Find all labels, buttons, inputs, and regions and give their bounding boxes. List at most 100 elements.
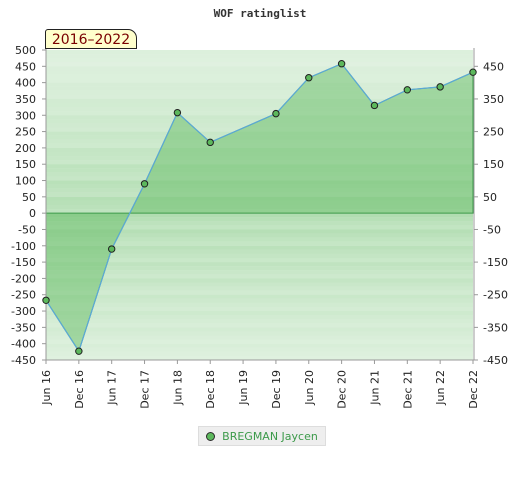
background-band — [46, 98, 473, 104]
data-point[interactable] — [403, 86, 412, 94]
background-band — [46, 347, 473, 352]
y-tick-left-label: 500 — [15, 44, 36, 57]
background-band — [46, 111, 473, 116]
y-tick-left-label: 300 — [15, 109, 36, 122]
y-tick-left-label: 50 — [22, 191, 36, 204]
y-tick-right-label: 450 — [483, 60, 504, 73]
background-band — [46, 339, 473, 344]
background-band — [46, 245, 473, 250]
data-point[interactable] — [75, 347, 83, 355]
x-tick-label: Jun 16 — [40, 370, 53, 406]
y-axis-left: 500450400350300250200150100500-50-100-15… — [11, 44, 46, 367]
axes — [45, 48, 475, 361]
background-bands — [46, 50, 473, 360]
background-band — [46, 82, 473, 87]
background-band — [46, 66, 473, 71]
x-tick-label: Dec 18 — [204, 370, 217, 409]
y-tick-left-label: 450 — [15, 60, 36, 73]
background-band — [46, 237, 473, 242]
background-band — [46, 151, 473, 157]
y-tick-left-label: 100 — [15, 175, 36, 188]
data-point[interactable] — [436, 83, 444, 91]
y-tick-left-label: -450 — [11, 354, 36, 367]
background-band — [46, 168, 473, 173]
data-point[interactable] — [272, 109, 280, 118]
background-band — [46, 311, 473, 316]
background-band — [46, 327, 473, 332]
background-band — [46, 103, 473, 108]
series-markers — [42, 60, 477, 355]
background-band — [46, 221, 473, 226]
background-band — [46, 298, 473, 303]
y-tick-left-label: 200 — [15, 142, 36, 155]
x-tick-label: Jun 19 — [237, 370, 250, 406]
data-point[interactable] — [370, 101, 379, 110]
background-band — [46, 241, 473, 246]
chart-title: WOF ratinglist — [214, 7, 307, 20]
y-tick-left-label: -50 — [18, 223, 36, 236]
background-band — [46, 78, 473, 83]
background-band — [46, 90, 473, 95]
background-band — [46, 306, 473, 312]
background-band — [46, 282, 473, 287]
background-band — [46, 54, 473, 59]
background-band — [46, 192, 473, 197]
background-band — [46, 286, 473, 291]
background-band — [46, 205, 473, 210]
background-band — [46, 343, 473, 348]
background-band — [46, 229, 473, 234]
y-tick-left-label: 0 — [29, 207, 36, 220]
data-point[interactable] — [469, 68, 477, 76]
x-tick-label: Dec 17 — [139, 370, 152, 409]
y-tick-right-label: 150 — [483, 158, 504, 171]
background-band — [46, 294, 473, 299]
y-tick-left-label: 400 — [15, 77, 36, 90]
y-tick-left-label: -200 — [11, 272, 36, 285]
y-tick-left-label: 350 — [15, 93, 36, 106]
background-band — [46, 131, 473, 136]
background-band — [46, 331, 473, 336]
data-point[interactable] — [337, 60, 346, 68]
background-band — [46, 217, 473, 222]
background-band — [46, 278, 473, 283]
background-band — [46, 184, 473, 189]
data-point[interactable] — [305, 74, 313, 82]
background-band — [46, 176, 473, 181]
y-tick-left-label: -250 — [11, 289, 36, 302]
y-axis-right: 450 350 250 150 50 -50 -150 -250 -350 -450 — [474, 60, 508, 367]
background-band — [46, 274, 473, 279]
legend[interactable]: BREGMAN Jaycen — [198, 426, 326, 446]
background-band — [46, 180, 473, 185]
y-tick-right-label: -150 — [483, 256, 508, 269]
background-band — [46, 200, 473, 205]
data-point[interactable] — [140, 180, 149, 188]
y-tick-left-label: -100 — [11, 240, 36, 253]
background-band — [46, 355, 473, 360]
data-point[interactable] — [42, 296, 50, 304]
y-tick-right-label: 250 — [483, 126, 504, 139]
y-tick-right-label: -250 — [483, 289, 508, 302]
legend-marker-icon — [206, 431, 216, 441]
background-band — [46, 86, 473, 91]
background-band — [46, 160, 473, 165]
background-band — [46, 270, 473, 275]
background-band — [46, 70, 473, 75]
y-tick-right-label: 350 — [483, 93, 504, 106]
background-band — [46, 143, 473, 148]
background-band — [46, 213, 473, 218]
background-band — [46, 156, 473, 161]
background-band — [46, 262, 473, 267]
y-tick-left-label: 250 — [15, 126, 36, 139]
x-tick-label: Jun 17 — [106, 370, 119, 406]
x-tick-label: Dec 20 — [336, 370, 349, 409]
y-tick-left-label: -300 — [11, 305, 36, 318]
data-point[interactable] — [173, 108, 182, 117]
data-point[interactable] — [206, 138, 214, 147]
background-band — [46, 188, 473, 193]
background-band — [46, 225, 473, 230]
background-band — [46, 50, 473, 55]
background-band — [46, 209, 473, 214]
x-axis: Jun 16 Dec 16 Jun 17 Dec 17 Jun 18 Dec 18 Jun … — [40, 360, 480, 409]
data-point[interactable] — [107, 245, 116, 253]
background-band — [46, 249, 473, 254]
